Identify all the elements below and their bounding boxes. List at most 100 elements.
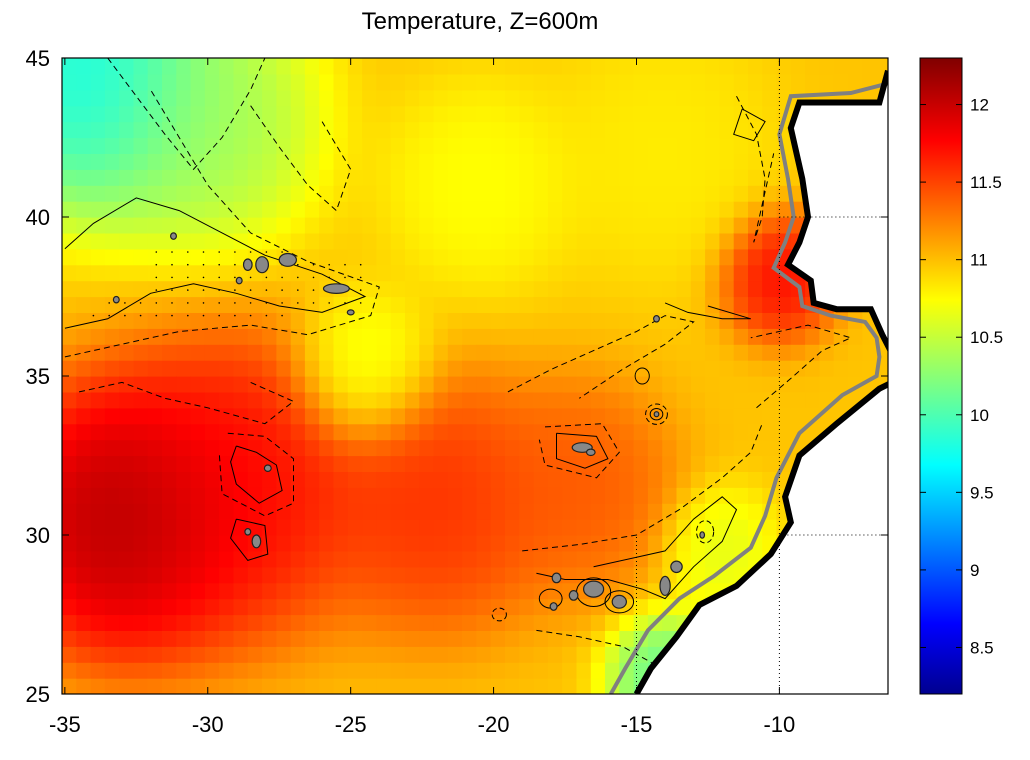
heatmap-cell xyxy=(62,646,77,663)
heatmap-cell xyxy=(705,169,720,186)
plateau-dot xyxy=(155,302,158,304)
heatmap-cell xyxy=(362,503,377,520)
heatmap-cell xyxy=(190,423,206,441)
heatmap-cell xyxy=(547,169,563,186)
heatmap-cell xyxy=(247,423,263,441)
heatmap-cell xyxy=(90,630,106,647)
heatmap-cell xyxy=(462,646,477,663)
heatmap-cell xyxy=(362,121,377,139)
heatmap-cell xyxy=(62,614,77,631)
heatmap-cell xyxy=(733,248,749,266)
heatmap-cell xyxy=(733,455,749,472)
heatmap-cell xyxy=(705,296,720,313)
heatmap-cell xyxy=(233,89,249,107)
heatmap-cell xyxy=(290,169,306,186)
heatmap-cell xyxy=(119,487,135,504)
heatmap-cell xyxy=(533,296,549,313)
heatmap-cell xyxy=(233,471,249,488)
heatmap-cell xyxy=(247,169,263,186)
heatmap-cell xyxy=(476,296,492,313)
heatmap-cell xyxy=(790,391,806,409)
island-marker xyxy=(568,590,579,601)
heatmap-cell xyxy=(290,535,306,552)
heatmap-cell xyxy=(304,391,320,409)
heatmap-cell xyxy=(204,169,220,186)
heatmap-cell xyxy=(490,662,506,679)
heatmap-cell xyxy=(219,185,235,202)
heatmap-cell xyxy=(362,535,377,552)
heatmap-cell xyxy=(104,344,120,361)
heatmap-cell xyxy=(376,455,392,472)
heatmap-cell xyxy=(490,678,506,694)
heatmap-cell xyxy=(233,646,249,663)
heatmap-cell xyxy=(247,598,263,616)
heatmap-cell xyxy=(147,407,163,425)
heatmap-cell xyxy=(790,58,806,75)
heatmap-cell xyxy=(233,566,249,584)
heatmap-cell xyxy=(576,678,592,694)
heatmap-cell xyxy=(319,566,335,584)
heatmap-cell xyxy=(276,582,292,600)
heatmap-cell xyxy=(333,360,349,377)
heatmap-cell xyxy=(419,423,435,441)
heatmap-cell xyxy=(562,217,578,234)
heatmap-cell xyxy=(376,471,392,488)
heatmap-cell xyxy=(676,328,692,345)
island-marker xyxy=(582,580,605,598)
heatmap-cell xyxy=(705,248,720,266)
heatmap-cell xyxy=(490,280,506,298)
shelf-line xyxy=(609,81,888,694)
y-tick-label: 40 xyxy=(26,205,50,230)
heatmap-cell xyxy=(647,439,663,457)
heatmap-cell xyxy=(705,232,720,250)
heatmap-cell xyxy=(262,344,277,361)
heatmap-cell xyxy=(647,121,663,139)
heatmap-cell xyxy=(519,185,535,202)
heatmap-cell xyxy=(748,73,763,91)
heatmap-cell xyxy=(505,519,520,536)
plateau-dot xyxy=(234,263,236,266)
heatmap-cell xyxy=(462,105,477,123)
heatmap-cell xyxy=(376,598,392,616)
heatmap-cell xyxy=(662,455,678,472)
heatmap-cell xyxy=(533,646,549,663)
heatmap-cell xyxy=(562,535,578,552)
heatmap-cell xyxy=(62,312,77,329)
heatmap-cell xyxy=(462,344,477,361)
heatmap-cell xyxy=(262,662,277,679)
heatmap-cell xyxy=(419,328,435,345)
heatmap-cell xyxy=(304,455,320,472)
heatmap-cell xyxy=(505,344,520,361)
heatmap-cell xyxy=(647,137,663,154)
heatmap-cell xyxy=(490,312,506,329)
heatmap-cell xyxy=(547,296,563,313)
heatmap-cell xyxy=(476,137,492,154)
heatmap-cell xyxy=(547,423,563,441)
heatmap-cell xyxy=(333,137,349,154)
heatmap-cell xyxy=(119,407,135,425)
heatmap-cell xyxy=(333,423,349,441)
heatmap-cell xyxy=(76,121,92,139)
heatmap-cell xyxy=(433,264,449,282)
heatmap-cell xyxy=(433,614,449,631)
plateau-dot xyxy=(265,251,268,253)
heatmap-cell xyxy=(662,248,678,266)
heatmap-cell xyxy=(162,487,177,504)
heatmap-cell xyxy=(390,185,406,202)
plateau-dot xyxy=(265,289,268,291)
heatmap-cell xyxy=(433,137,449,154)
heatmap-cell xyxy=(219,471,235,488)
heatmap-cell xyxy=(376,248,392,266)
heatmap-cell xyxy=(347,232,363,250)
heatmap-cell xyxy=(590,503,606,520)
heatmap-cell xyxy=(447,185,463,202)
heatmap-cell xyxy=(190,137,206,154)
plateau-dot xyxy=(155,251,158,253)
heatmap-cell xyxy=(605,121,620,139)
heatmap-cell xyxy=(390,201,406,218)
heatmap-cell xyxy=(176,614,192,631)
heatmap-cell xyxy=(190,89,206,107)
heatmap-cell xyxy=(376,58,392,75)
heatmap-cell xyxy=(605,662,620,679)
heatmap-cell xyxy=(376,630,392,647)
